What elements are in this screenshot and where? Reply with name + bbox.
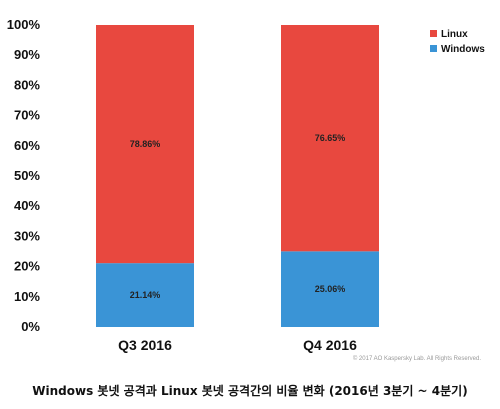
x-category-label: Q4 2016 bbox=[303, 337, 357, 353]
bar-segment-linux bbox=[96, 25, 194, 264]
y-tick-label: 80% bbox=[14, 77, 40, 92]
legend-swatch-windows bbox=[430, 45, 437, 52]
legend-label: Windows bbox=[441, 44, 485, 55]
bars bbox=[96, 25, 379, 327]
y-tick-label: 70% bbox=[14, 108, 40, 123]
legend: Linux Windows bbox=[430, 29, 485, 55]
data-label: 78.86% bbox=[130, 139, 161, 149]
y-tick-label: 30% bbox=[14, 228, 40, 243]
y-tick-label: 100% bbox=[7, 17, 41, 32]
bar-segment-windows bbox=[96, 263, 194, 327]
copyright-text: © 2017 AO Kaspersky Lab. All Rights Rese… bbox=[353, 355, 481, 362]
y-tick-label: 0% bbox=[21, 319, 40, 334]
y-tick-label: 20% bbox=[14, 259, 40, 274]
data-label: 21.14% bbox=[130, 290, 161, 300]
data-label: 25.06% bbox=[315, 284, 346, 294]
legend-swatch-linux bbox=[430, 30, 437, 37]
bar-segment-windows bbox=[281, 251, 379, 327]
y-tick-label: 40% bbox=[14, 198, 40, 213]
y-tick-label: 60% bbox=[14, 138, 40, 153]
x-category-label: Q3 2016 bbox=[118, 337, 172, 353]
y-axis: 0% 10% 20% 30% 40% 50% 60% 70% 80% 90% 100% bbox=[7, 17, 41, 334]
data-label: 76.65% bbox=[315, 133, 346, 143]
chart-caption: Windows 봇넷 공격과 Linux 봇넷 공격간의 비율 변화 (2016… bbox=[32, 384, 468, 398]
legend-label: Linux bbox=[441, 29, 468, 40]
bar-segment-linux bbox=[281, 25, 379, 252]
data-labels: 21.14% 78.86% Q3 2016 25.06% 76.65% Q4 2016 bbox=[118, 133, 357, 353]
y-tick-label: 50% bbox=[14, 168, 40, 183]
y-tick-label: 90% bbox=[14, 47, 40, 62]
y-tick-label: 10% bbox=[14, 289, 40, 304]
